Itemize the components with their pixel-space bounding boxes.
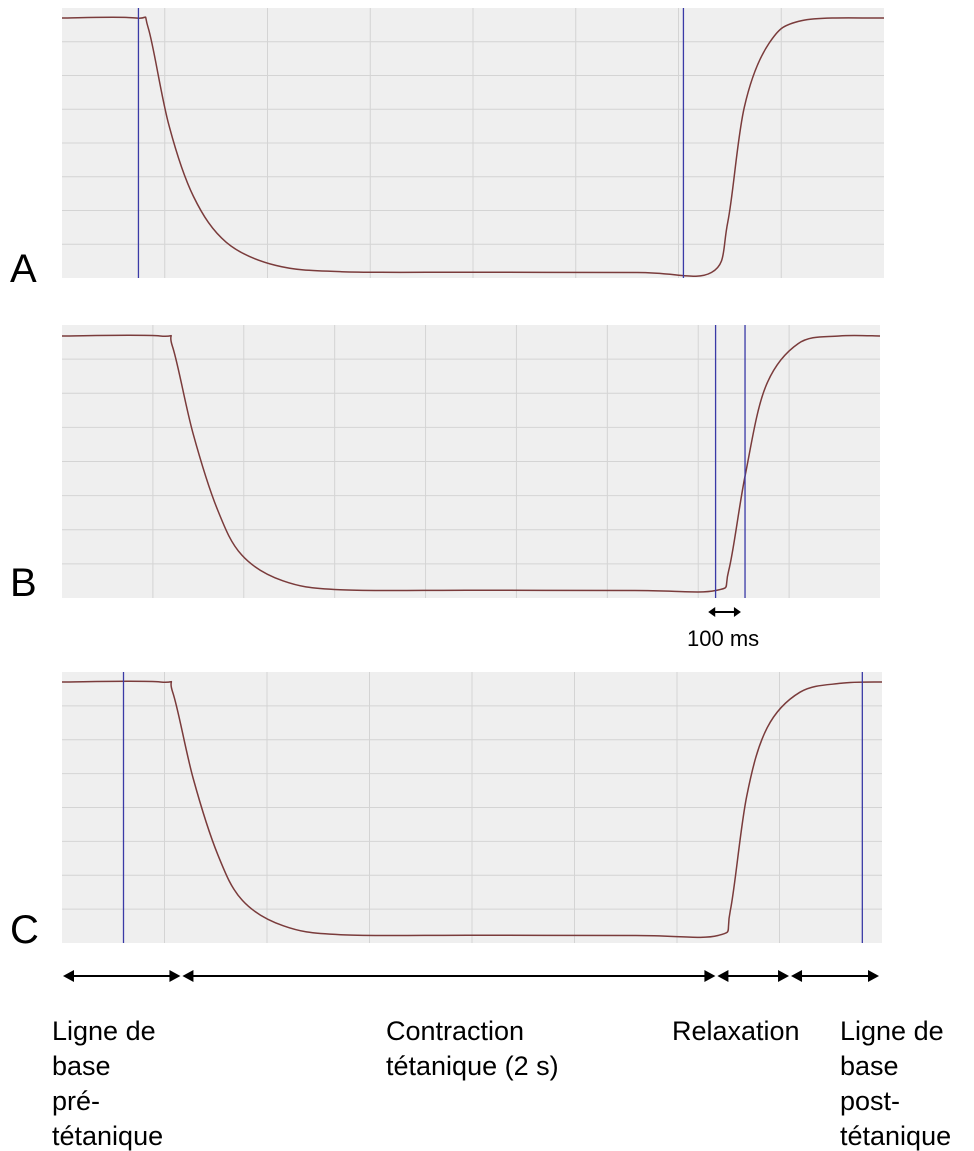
phase-label-line: base: [52, 1051, 111, 1081]
scale-bar-arrowhead-left: [708, 607, 716, 617]
phase-label-line: post-: [840, 1086, 900, 1116]
phase-arrowhead-left: [791, 970, 803, 982]
phase-label-line: tétanique: [840, 1121, 951, 1151]
phase-axis: Ligne de base pré-tétanique Contraction téta…: [52, 970, 951, 1151]
phase-label-line: Relaxation: [672, 1016, 800, 1046]
panel-b: B 100 ms: [10, 325, 881, 651]
panel-a: A: [10, 8, 885, 291]
phase-label-line: tétanique: [52, 1121, 163, 1151]
phase-label: Contraction tétanique (2 s): [386, 1016, 559, 1081]
panel-c: C: [10, 672, 883, 952]
panel-letter: B: [10, 561, 37, 605]
phase-label-line: Ligne de: [840, 1016, 944, 1046]
panel-letter: C: [10, 908, 39, 952]
phase-label: Ligne de base post-tétanique: [840, 1016, 951, 1151]
force-trace: [61, 334, 881, 593]
phase-arrowhead-right: [169, 970, 181, 982]
phase-arrowhead-right: [778, 970, 790, 982]
phase-arrowhead-left: [63, 970, 74, 982]
phase-label-line: Contraction: [386, 1016, 524, 1046]
phase-label: Relaxation: [672, 1016, 800, 1046]
phase-label-line: pré-: [52, 1086, 100, 1116]
phase-label-line: base: [840, 1051, 899, 1081]
phase-label-line: Ligne de: [52, 1016, 156, 1046]
phase-arrowhead-right: [704, 970, 716, 982]
phase-arrowhead-left: [182, 970, 194, 982]
phase-label: Ligne de base pré-tétanique: [52, 1016, 163, 1151]
force-trace: [61, 16, 885, 277]
force-trace: [61, 680, 883, 939]
panel-letter: A: [10, 247, 37, 291]
scale-bar-arrowhead-right: [733, 607, 741, 617]
phase-label-line: tétanique (2 s): [386, 1051, 559, 1081]
scale-bar-label: 100 ms: [687, 626, 759, 651]
phase-arrowhead-left: [717, 970, 729, 982]
phase-arrowhead-right: [868, 970, 879, 982]
